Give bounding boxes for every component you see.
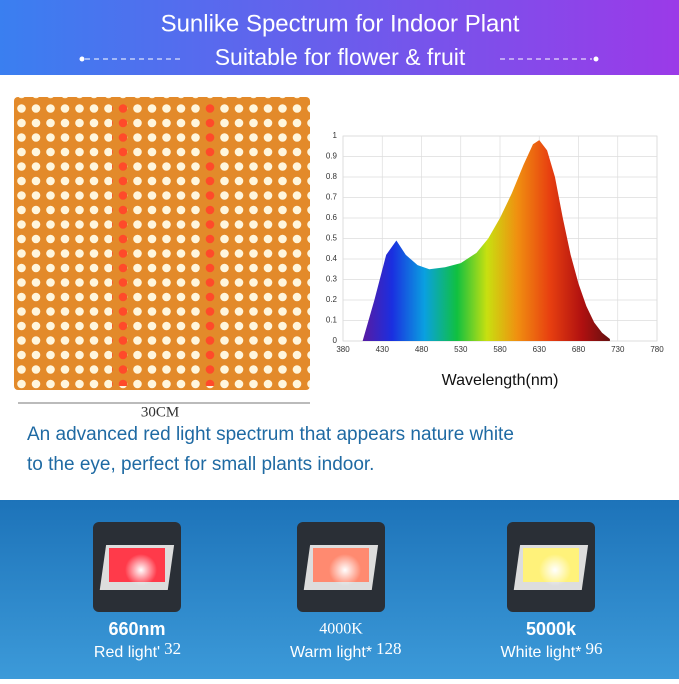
led-label: Warm light* xyxy=(290,644,372,661)
x-tick-label: 380 xyxy=(336,345,350,354)
subtitle: Suitable for flower & fruit xyxy=(215,44,466,70)
deco xyxy=(593,56,599,62)
deco xyxy=(79,56,85,62)
led-card: 4000K Warm light* 128 xyxy=(290,522,402,661)
header-bg xyxy=(0,0,679,75)
y-tick-label: 0.9 xyxy=(326,152,338,161)
y-tick-label: 0.8 xyxy=(326,172,338,181)
x-tick-label: 680 xyxy=(572,345,586,354)
x-tick-label: 780 xyxy=(650,345,664,354)
x-axis-label: Wavelength(nm) xyxy=(442,372,559,389)
led-panel xyxy=(14,97,310,390)
led-card: 5000k White light* 96 xyxy=(501,522,602,661)
title: Sunlike Spectrum for Indoor Plant xyxy=(161,10,520,37)
x-tick-label: 530 xyxy=(454,345,468,354)
x-tick-label: 730 xyxy=(611,345,625,354)
chip-glow xyxy=(539,554,571,586)
y-tick-label: 0.6 xyxy=(326,213,338,222)
x-tick-label: 430 xyxy=(376,345,390,354)
led-count: 32 xyxy=(164,639,181,658)
y-tick-label: 0.3 xyxy=(326,275,338,284)
spectrum-area xyxy=(362,140,610,341)
y-tick-label: 0.4 xyxy=(326,254,338,263)
description: to the eye, perfect for small plants ind… xyxy=(27,454,374,475)
x-tick-label: 480 xyxy=(415,345,429,354)
y-tick-label: 0.5 xyxy=(326,234,338,243)
size-label: 30CM xyxy=(141,404,179,420)
led-count: 96 xyxy=(585,639,602,658)
led-title: 660nm xyxy=(108,619,165,639)
chip-glow xyxy=(329,554,361,586)
description: An advanced red light spectrum that appe… xyxy=(27,424,514,445)
led-title: 4000K xyxy=(319,621,363,638)
y-tick-label: 0.1 xyxy=(326,316,338,325)
y-tick-label: 0.2 xyxy=(326,295,338,304)
y-tick-label: 1 xyxy=(333,131,338,140)
led-title: 5000k xyxy=(526,619,577,639)
led-label: White light* xyxy=(501,644,582,661)
x-tick-label: 630 xyxy=(533,345,547,354)
chip-glow xyxy=(125,554,157,586)
x-tick-label: 580 xyxy=(493,345,507,354)
y-tick-label: 0 xyxy=(333,336,338,345)
led-label: Red light' xyxy=(94,644,160,661)
y-tick-label: 0.7 xyxy=(326,193,338,202)
led-card: 660nm Red light' 32 xyxy=(93,522,181,661)
led-count: 128 xyxy=(376,639,402,658)
